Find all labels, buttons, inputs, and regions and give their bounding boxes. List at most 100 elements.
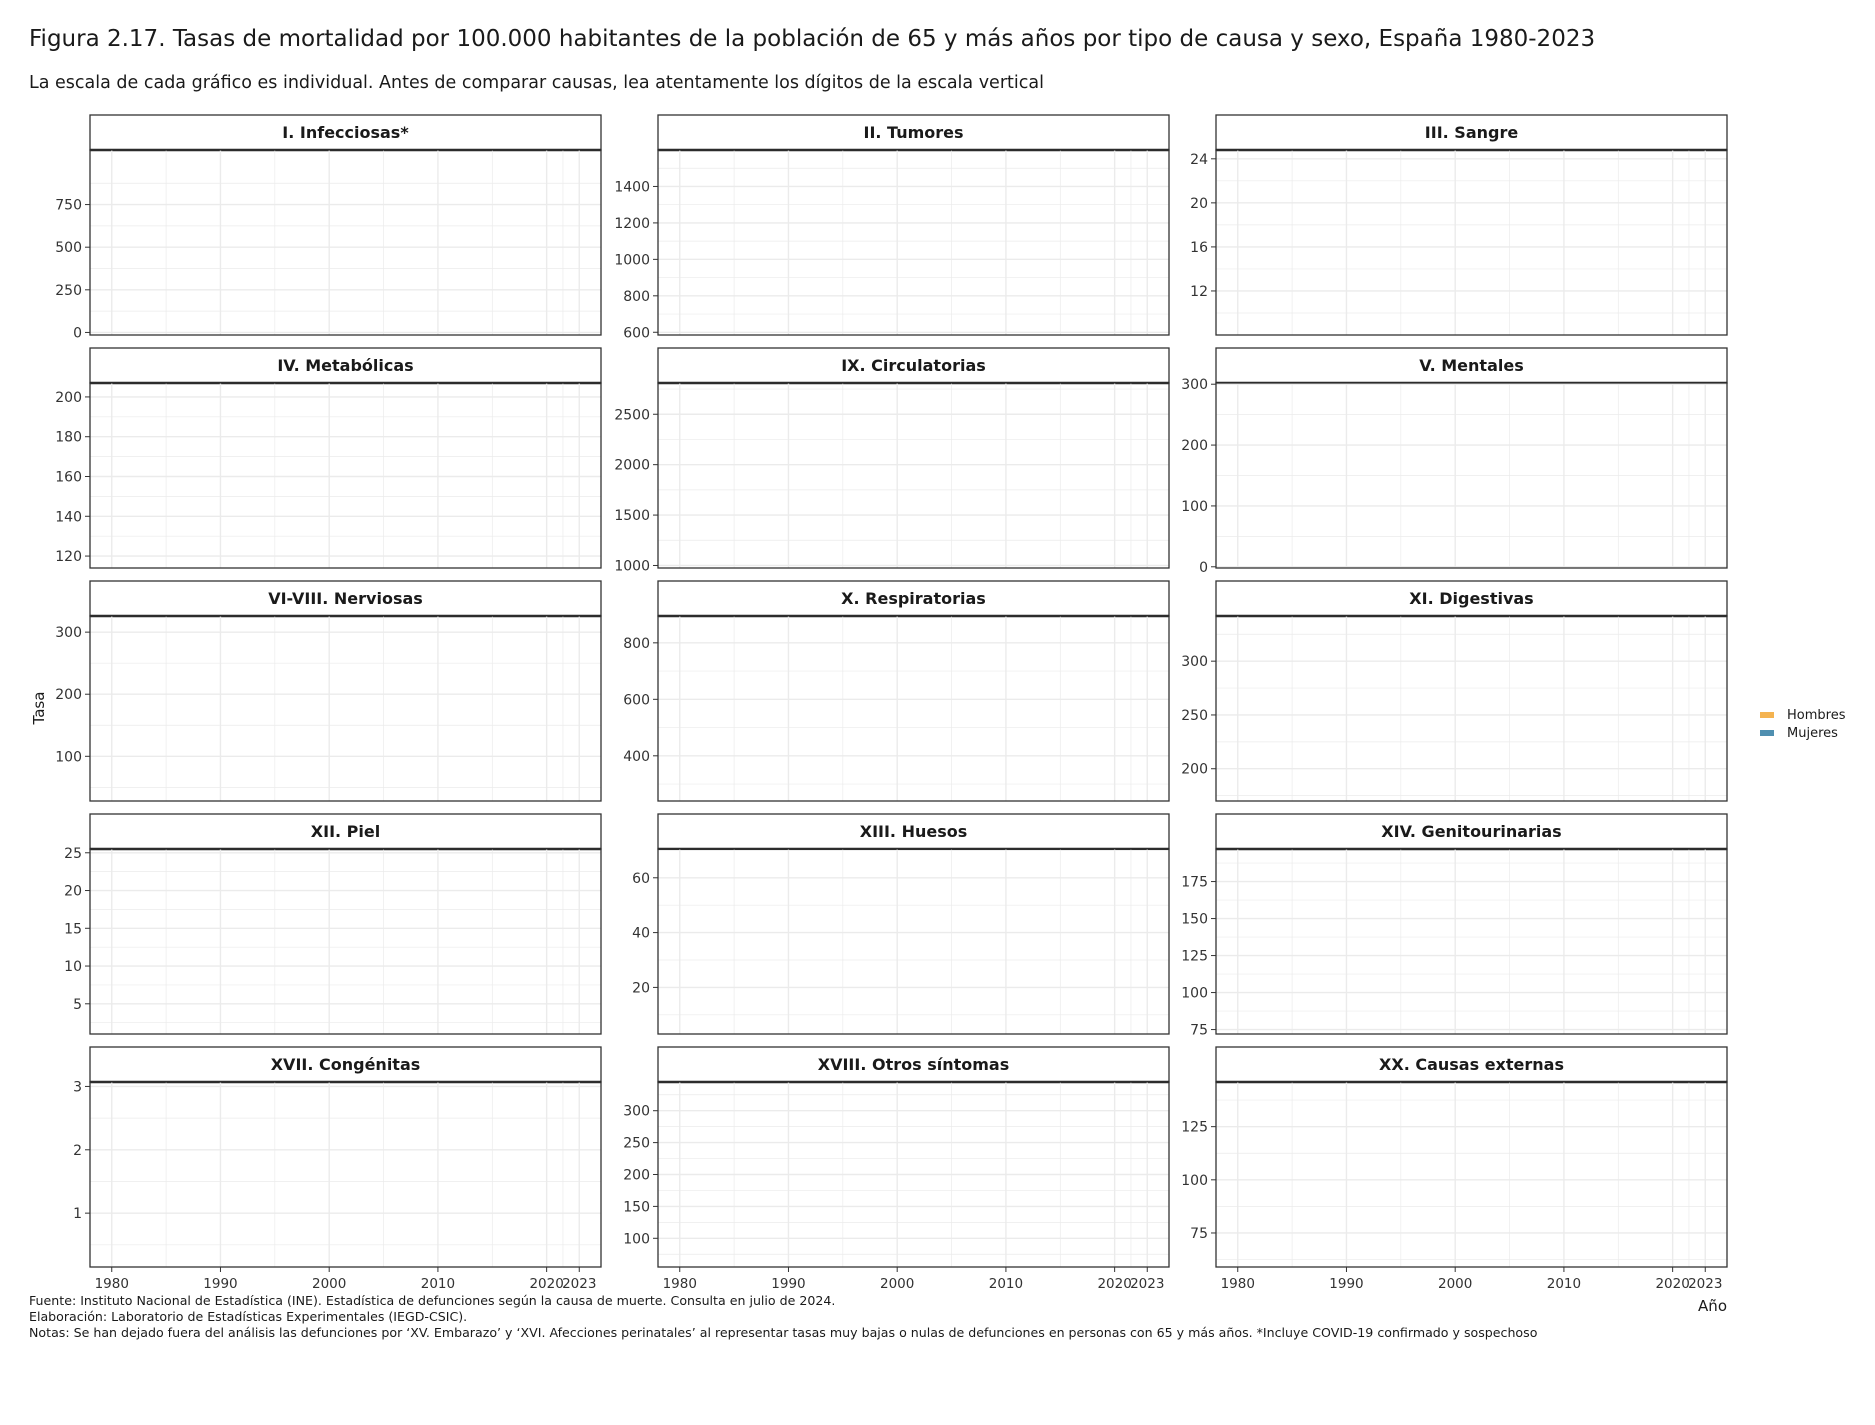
y-tick-label: 200 <box>55 390 82 406</box>
y-tick-label: 60 <box>632 871 650 887</box>
y-tick-label: 600 <box>623 325 650 341</box>
panel-v-mentales: V. Mentales 0 100 200 300 <box>1181 347 1728 576</box>
y-tick-label: 180 <box>55 430 82 446</box>
y-tick-label: 2000 <box>614 458 650 474</box>
y-tick-label: 500 <box>55 240 82 256</box>
y-tick-label: 800 <box>623 636 650 652</box>
panel-title: XVIII. Otros síntomas <box>818 1055 1009 1074</box>
y-tick-label: 5 <box>73 997 82 1013</box>
panel-strip <box>1215 580 1728 617</box>
y-tick-label: 1000 <box>614 558 650 574</box>
panel-title: XVII. Congénitas <box>271 1055 421 1074</box>
y-tick-label: 2 <box>73 1143 82 1159</box>
panel-title: XIII. Huesos <box>860 822 968 841</box>
y-tick-label: 125 <box>1181 949 1208 965</box>
legend-item-hombres: Hombres <box>1760 706 1845 724</box>
panel-title: IX. Circulatorias <box>841 356 986 375</box>
source-note: Fuente: Instituto Nacional de Estadístic… <box>29 1293 836 1308</box>
x-tick-label: 2023 <box>1688 1276 1722 1292</box>
y-tick-label: 20 <box>1190 196 1208 212</box>
y-tick-label: 200 <box>1181 762 1208 778</box>
panel-border <box>657 615 1170 802</box>
x-tick-label: 2023 <box>562 1276 596 1292</box>
y-tick-label: 100 <box>55 749 82 765</box>
x-tick-label: 2020 <box>529 1276 563 1292</box>
panel-title: III. Sangre <box>1425 123 1519 142</box>
panel-border <box>89 382 602 569</box>
panel-strip <box>1215 347 1728 384</box>
panel-strip <box>657 114 1170 151</box>
notes-note: Notas: Se han dejado fuera del análisis … <box>29 1325 1538 1340</box>
x-tick-label: 2000 <box>1438 1276 1472 1292</box>
panel-x-respiratorias: X. Respiratorias 400 600 800 <box>623 580 1170 802</box>
panel-title: XII. Piel <box>311 822 380 841</box>
y-tick-label: 25 <box>64 846 82 862</box>
panel-iii-sangre: III. Sangre 12 16 20 24 <box>1190 114 1728 336</box>
panel-strip <box>89 1046 602 1083</box>
y-tick-label: 600 <box>623 692 650 708</box>
panel-border <box>1215 1081 1728 1268</box>
panel-strip <box>657 347 1170 384</box>
panel-title: X. Respiratorias <box>841 589 986 608</box>
panel-border <box>1215 382 1728 569</box>
y-tick-label: 150 <box>623 1199 650 1215</box>
x-tick-label: 1980 <box>95 1276 129 1292</box>
y-tick-label: 3 <box>73 1079 82 1095</box>
panel-strip <box>89 347 602 384</box>
panel-border <box>657 1081 1170 1268</box>
legend: Hombres Mujeres <box>1760 706 1845 742</box>
panel-border <box>657 149 1170 336</box>
y-tick-label: 20 <box>632 980 650 996</box>
y-tick-label: 20 <box>64 884 82 900</box>
y-tick-label: 75 <box>1190 1023 1208 1039</box>
panel-xx-causas-externas: XX. Causas externas 75 100 125 1980 1990 2000 2… <box>1181 1046 1728 1292</box>
panel-strip <box>89 813 602 850</box>
panel-border <box>657 382 1170 569</box>
legend-key-hombres <box>1760 712 1774 718</box>
y-tick-label: 300 <box>1181 377 1208 393</box>
panel-title: XX. Causas externas <box>1379 1055 1564 1074</box>
panel-border <box>1215 615 1728 802</box>
panel-border <box>89 1081 602 1268</box>
y-tick-label: 75 <box>1190 1226 1208 1242</box>
x-tick-label: 2010 <box>1547 1276 1581 1292</box>
panel-xvii-congenitas: XVII. Congénitas 1 2 3 1980 1990 2000 2010 20202… <box>73 1046 602 1292</box>
x-tick-label: 2020 <box>1655 1276 1689 1292</box>
y-tick-label: 200 <box>55 687 82 703</box>
legend-label-mujeres: Mujeres <box>1787 725 1838 741</box>
panel-border <box>89 149 602 336</box>
x-tick-label: 1990 <box>203 1276 237 1292</box>
x-tick-label: 1990 <box>1329 1276 1363 1292</box>
panel-strip <box>1215 813 1728 850</box>
panel-strip <box>657 1046 1170 1083</box>
y-tick-label: 24 <box>1190 152 1208 168</box>
panel-strip <box>657 813 1170 850</box>
y-tick-label: 100 <box>1181 1173 1208 1189</box>
y-tick-label: 150 <box>1181 912 1208 928</box>
y-tick-label: 300 <box>1181 654 1208 670</box>
y-tick-label: 750 <box>55 198 82 214</box>
panel-iv-metabolicas: IV. Metabólicas 120 140 160 180 200 <box>55 347 602 569</box>
y-tick-label: 1500 <box>614 508 650 524</box>
panel-strip <box>657 580 1170 617</box>
page-subtitle: La escala de cada gráfico es individual.… <box>29 73 1044 93</box>
x-tick-label: 1980 <box>663 1276 697 1292</box>
y-tick-label: 160 <box>55 469 82 485</box>
y-tick-label: 200 <box>1181 438 1208 454</box>
y-tick-label: 40 <box>632 926 650 942</box>
panel-title: II. Tumores <box>863 123 963 142</box>
panel-xiii-huesos: XIII. Huesos 20 40 60 <box>632 813 1170 1035</box>
x-tick-label: 2010 <box>989 1276 1023 1292</box>
x-tick-label: 1990 <box>771 1276 805 1292</box>
panel-xviii-otros-sintomas: XVIII. Otros síntomas 100 150 200 250 300 1980… <box>623 1046 1170 1292</box>
y-tick-label: 250 <box>1181 708 1208 724</box>
y-tick-label: 15 <box>64 921 82 937</box>
legend-label-hombres: Hombres <box>1787 707 1846 723</box>
legend-item-mujeres: Mujeres <box>1760 724 1845 742</box>
elaboration-note: Elaboración: Laboratorio de Estadísticas… <box>29 1309 468 1324</box>
panel-ii-tumores: II. Tumores 600 800 1000 1200 1400 <box>614 114 1170 341</box>
y-tick-label: 10 <box>64 959 82 975</box>
panel-title: IV. Metabólicas <box>277 356 413 375</box>
panel-xii-piel: XII. Piel 5 10 15 20 25 <box>64 813 602 1035</box>
